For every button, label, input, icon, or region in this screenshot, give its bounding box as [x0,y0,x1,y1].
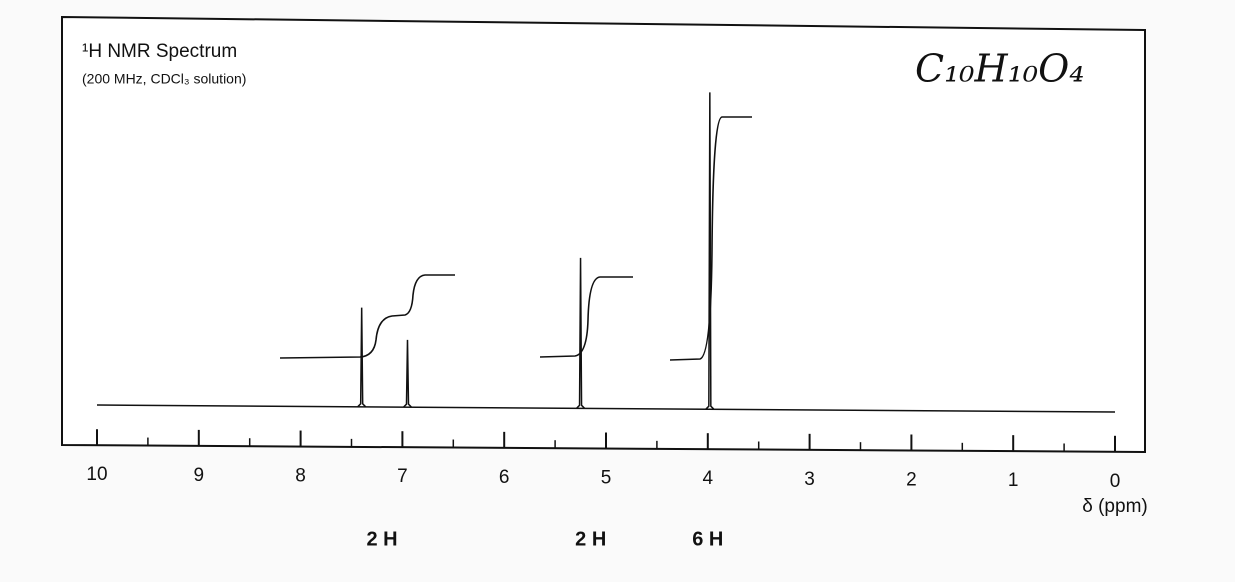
integration-label: 2 H [366,528,397,550]
x-tick-label: 3 [804,469,815,490]
x-tick-label: 7 [397,466,408,487]
integration-label: 6 H [692,528,723,550]
formula: C₁₀H₁₀O₄ [915,47,1085,91]
integration-label: 2 H [575,528,606,550]
baseline [96,404,1116,413]
x-axis-label: δ (ppm) [1082,496,1147,517]
x-tick-label: 6 [499,467,510,488]
x-tick-label: 8 [295,466,306,487]
peak [357,307,367,408]
x-tick-label: 9 [194,465,205,486]
chart-title: ¹H NMR Spectrum [82,41,237,62]
chart-subtitle: (200 MHz, CDCl₃ solution) [82,71,246,87]
peak [705,92,715,410]
plot-frame [61,15,1146,454]
x-tick-label: 2 [906,470,917,491]
integral-curve [669,116,752,361]
x-tick-label: 4 [703,468,714,489]
x-tick-label: 10 [86,464,107,485]
peak [402,339,413,408]
integral-curve [279,274,455,359]
x-tick-label: 1 [1008,470,1019,491]
x-tick-label: 5 [601,468,612,489]
x-tick-label: 0 [1110,471,1121,492]
peak [576,257,586,409]
